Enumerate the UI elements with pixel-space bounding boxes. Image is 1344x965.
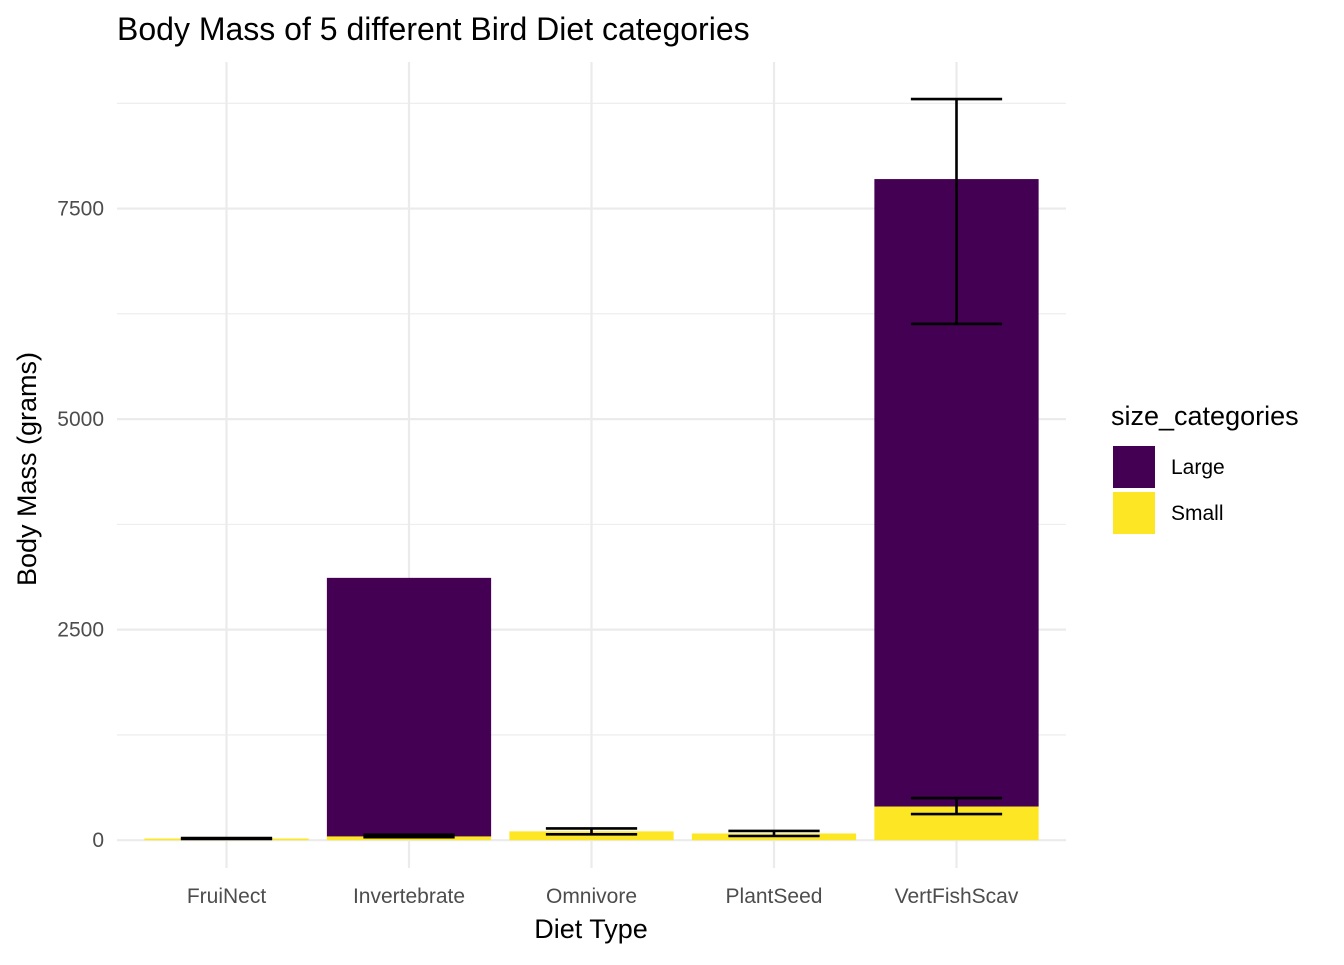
y-tick-label: 5000 [57,408,104,431]
error-bar-vertfishscav-small [910,796,1003,816]
x-axis-ticks: FruiNect Invertebrate Omnivore PlantSeed Ver… [187,885,1019,908]
error-bar-plantseed-small [728,829,820,838]
x-tick-label: VertFishScav [895,885,1019,908]
x-tick-label: PlantSeed [726,885,823,908]
chart-title: Body Mass of 5 different Bird Diet categ… [117,11,750,47]
y-axis-title: Body Mass (grams) [12,352,42,586]
error-bar-invertebrate-small [363,833,455,839]
bar-omnivore-small [509,831,674,841]
y-tick-label: 0 [92,829,104,852]
x-axis-title: Diet Type [534,914,648,944]
bar-invertebrate-large [326,577,492,837]
y-tick-label: 7500 [57,198,104,221]
legend-label: Large [1171,456,1225,479]
error-bar-omnivore-small [545,827,638,836]
legend-item-small: Small [1113,492,1224,534]
legend-item-large: Large [1113,446,1225,488]
legend-title: size_categories [1111,401,1299,431]
y-tick-label: 2500 [57,619,104,642]
legend-label: Small [1171,502,1224,525]
error-bars [180,97,1003,841]
x-tick-label: Omnivore [546,885,637,908]
legend: size_categories Large Small [1111,401,1299,534]
legend-items: Large Small [1113,446,1225,534]
error-bar-vertfishscav-large [910,97,1003,326]
y-axis-ticks: 0 2500 5000 7500 [57,198,104,853]
legend-swatch [1113,446,1155,488]
legend-swatch [1113,492,1155,534]
x-tick-label: Invertebrate [353,885,465,908]
x-tick-label: FruiNect [187,885,267,908]
error-bar-fruinect-small [180,836,273,841]
